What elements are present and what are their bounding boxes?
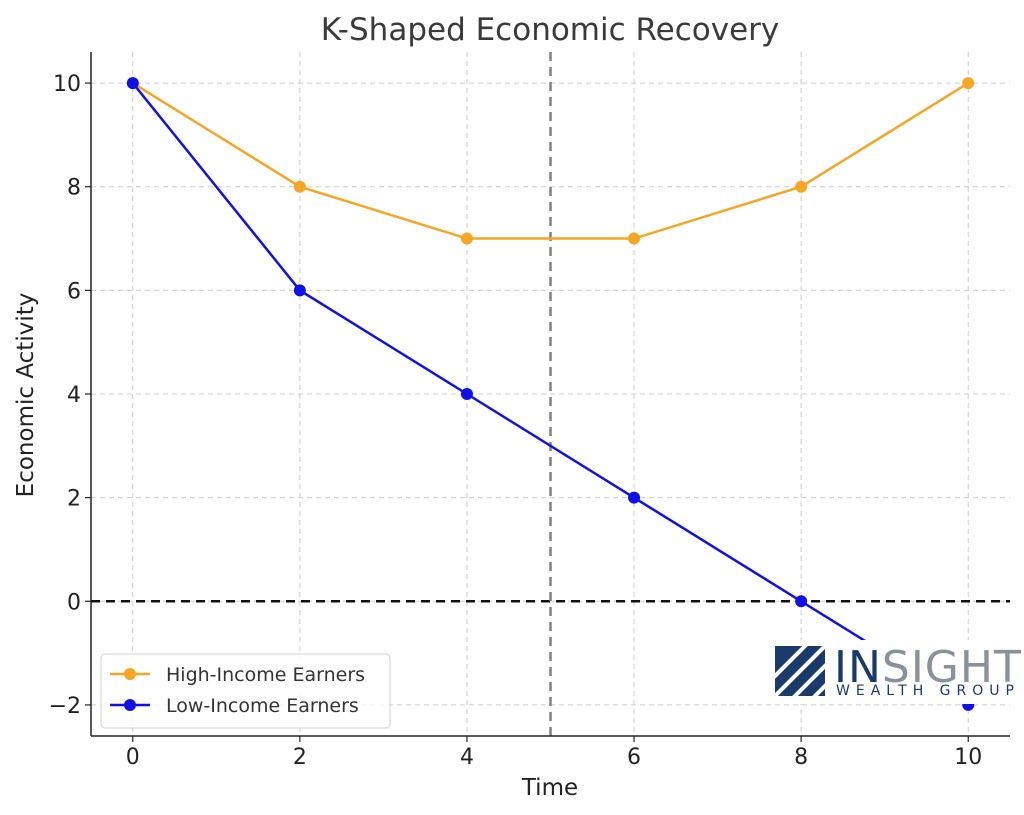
data-point-low-income-earners-0	[126, 77, 139, 90]
x-tick-label-4: 4	[460, 745, 474, 770]
legend-marker-high-income	[124, 668, 136, 680]
legend: High-Income Earners Low-Income Earners	[100, 653, 391, 729]
data-point-high-income-earners-10	[962, 77, 975, 90]
logo-wordmark: INSIGHT	[834, 642, 1022, 693]
legend-marker-low-income	[124, 699, 136, 711]
series-line-high-income-earners	[132, 82, 969, 240]
legend-label-low-income: Low-Income Earners	[166, 695, 359, 717]
x-tick-label-8: 8	[794, 745, 808, 770]
logo-tagline: WEALTH GROUP	[836, 683, 1020, 699]
y-tick-label-2: 2	[67, 487, 81, 512]
logo-wordmark-in: IN	[834, 642, 882, 693]
x-tick-label-2: 2	[293, 745, 307, 770]
y-tick-label--2: −2	[49, 694, 81, 719]
series-line-low-income-earners	[131, 82, 969, 706]
y-tick-label-4: 4	[67, 383, 81, 408]
reference-lines	[91, 52, 1010, 736]
data-point-high-income-earners-8	[795, 180, 808, 193]
x-tick-label-0: 0	[126, 745, 140, 770]
legend-box	[100, 653, 391, 729]
data-point-low-income-earners-4	[460, 388, 473, 400]
legend-label-high-income: High-Income Earners	[166, 664, 365, 686]
y-tick-label-0: 0	[67, 590, 81, 615]
y-axis-label: Economic Activity	[13, 293, 39, 498]
y-tick-label-8: 8	[67, 176, 81, 201]
x-tick-label-6: 6	[627, 745, 641, 770]
logo-wordmark-sight: SIGHT	[882, 642, 1022, 693]
data-point-high-income-earners-6	[628, 232, 641, 245]
y-tick-label-10: 10	[53, 72, 81, 97]
data-point-low-income-earners-6	[628, 491, 641, 504]
insight-wealth-group-logo: INSIGHT WEALTH GROUP	[768, 640, 1022, 704]
logo-stripes-icon	[775, 646, 825, 696]
data-point-low-income-earners-2	[293, 284, 306, 297]
grid-lines	[91, 52, 1010, 736]
data-point-high-income-earners-4	[460, 232, 473, 245]
series-lines	[126, 77, 975, 711]
data-point-low-income-earners-8	[795, 595, 808, 608]
chart-title: K-Shaped Economic Recovery	[321, 12, 780, 48]
tick-labels: 0 2 4 6 8 10 −2 0 2 4 6 8 10	[49, 72, 983, 770]
x-tick-label-10: 10	[954, 745, 982, 770]
y-tick-label-6: 6	[67, 279, 81, 304]
x-axis-label: Time	[521, 775, 578, 801]
data-point-high-income-earners-2	[293, 180, 306, 193]
